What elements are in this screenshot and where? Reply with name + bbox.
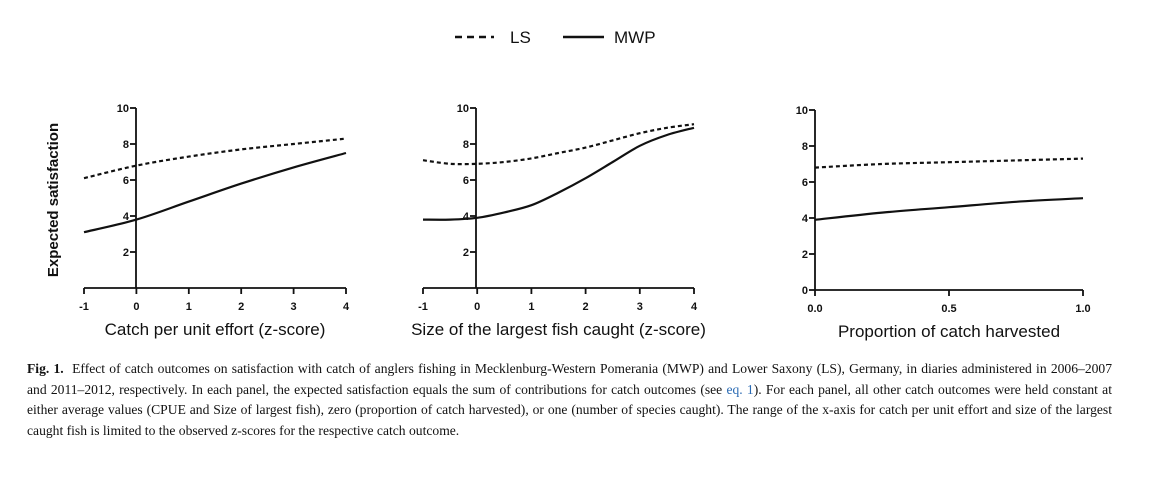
y-tick-label: 4 xyxy=(802,213,809,225)
x-tick-label: 4 xyxy=(691,301,698,313)
series-line-ls xyxy=(814,157,1084,169)
y-tick-label: 6 xyxy=(123,175,129,187)
x-tick-label: 3 xyxy=(291,301,297,313)
y-tick-label: 6 xyxy=(463,175,469,187)
x-tick-label: 2 xyxy=(238,301,244,313)
y-tick-label: 2 xyxy=(123,247,129,259)
figure-caption: Fig. 1. Effect of catch outcomes on sati… xyxy=(27,359,1112,441)
chart-panel-2: 2 4 6 8 10 -1 0 1 2 3 4 Size of the largest fish ca… xyxy=(411,103,706,339)
y-tick-label: 8 xyxy=(802,141,808,153)
x-tick-label: 2 xyxy=(583,301,589,313)
x-tick-label: -1 xyxy=(418,301,428,313)
y-axis-label: Expected satisfaction xyxy=(45,123,62,277)
x-tick-label: 0.0 xyxy=(807,303,822,315)
y-tick-label: 8 xyxy=(123,139,129,151)
x-tick-label: 4 xyxy=(343,301,350,313)
caption-equation-link[interactable]: eq. 1 xyxy=(726,381,754,397)
y-tick-label: 2 xyxy=(463,247,469,259)
caption-text: Effect of catch outcomes on satisfaction… xyxy=(27,361,1113,397)
x-axis-label: Size of the largest fish caught (z-score… xyxy=(411,320,706,339)
x-tick-label: 3 xyxy=(637,301,643,313)
caption-text-continued: ). For each panel, all other catch outco… xyxy=(27,381,1112,438)
y-tick-label: 2 xyxy=(802,249,808,261)
x-tick-label: 0 xyxy=(133,301,139,313)
y-tick-label: 8 xyxy=(463,139,469,151)
chart-panel-3: 0 2 4 6 8 10 0.0 0.5 1.0 Proportion of catch harv… xyxy=(796,105,1091,341)
series-line-mwp xyxy=(422,126,695,221)
y-tick-label: 10 xyxy=(796,105,808,117)
y-tick-label: 0 xyxy=(802,285,808,297)
x-tick-label: 1 xyxy=(186,301,192,313)
series-line-ls xyxy=(422,123,695,166)
x-axis-label: Catch per unit effort (z-score) xyxy=(105,320,326,339)
chart-panel-1: 2 4 6 8 10 -1 0 1 2 3 4 Catch per unit effort (z-sc… xyxy=(45,103,350,339)
series-line-mwp xyxy=(83,151,347,234)
series-line-ls xyxy=(83,137,347,180)
x-tick-label: 1 xyxy=(528,301,534,313)
legend: LS MWP xyxy=(455,28,656,47)
y-tick-label: 4 xyxy=(123,211,130,223)
x-tick-label: 0.5 xyxy=(941,303,956,315)
y-tick-label: 10 xyxy=(117,103,129,115)
caption-label: Fig. 1. xyxy=(27,361,64,376)
x-axis-label: Proportion of catch harvested xyxy=(838,322,1060,341)
x-tick-label: -1 xyxy=(79,301,89,313)
y-tick-label: 4 xyxy=(463,211,470,223)
y-tick-label: 6 xyxy=(802,177,808,189)
x-tick-label: 0 xyxy=(474,301,480,313)
y-tick-label: 10 xyxy=(457,103,469,115)
x-tick-label: 1.0 xyxy=(1075,303,1090,315)
legend-mwp-label: MWP xyxy=(614,28,656,47)
series-line-mwp xyxy=(814,197,1084,221)
legend-ls-label: LS xyxy=(510,28,531,47)
